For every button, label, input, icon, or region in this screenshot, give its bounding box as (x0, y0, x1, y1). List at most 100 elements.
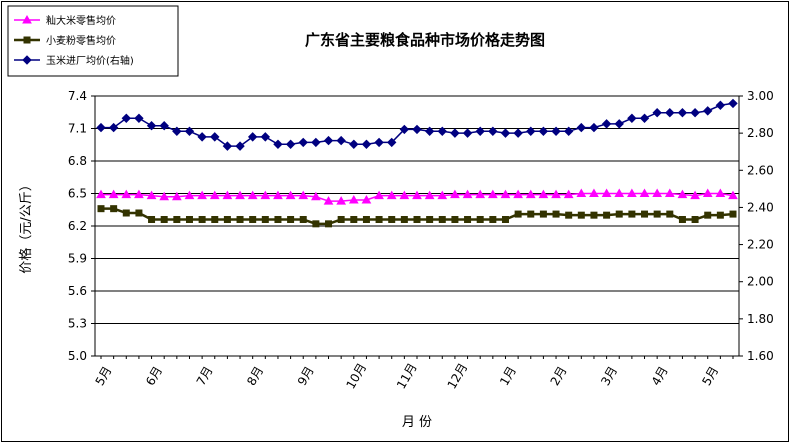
left-tick-label: 6.8 (68, 154, 87, 168)
data-point (386, 190, 397, 200)
x-tick-label: 10月 (343, 361, 369, 392)
data-point (666, 210, 674, 218)
x-axis: 5月 6月 7月 8月 9月 10月 11月 12月 1月 2月 3月 4月 5月 (93, 355, 739, 392)
data-point (437, 190, 448, 200)
data-point (159, 191, 170, 201)
data-point (299, 216, 307, 223)
data-point (576, 122, 587, 133)
data-point (247, 132, 258, 142)
data-point (665, 108, 675, 118)
data-point (614, 188, 625, 197)
data-point (590, 211, 598, 219)
data-point (197, 132, 207, 142)
data-point (475, 189, 486, 199)
data-point (551, 126, 561, 136)
data-point (249, 216, 257, 223)
data-point (412, 124, 422, 135)
left-y-axis: 5.0 5.3 5.6 5.9 6.2 6.5 6.8 7.1 7.4 (68, 89, 96, 363)
chart-title: 广东省主要粮食品种市场价格走势图 (305, 31, 545, 49)
legend-item: 籼大米零售均价 (14, 14, 116, 27)
data-point (513, 189, 523, 199)
data-point (312, 220, 320, 228)
series-group (96, 98, 738, 228)
data-point (451, 216, 459, 223)
legend-item: 玉米进厂均价(右轴) (14, 54, 134, 67)
data-point (134, 189, 144, 199)
data-point (108, 189, 119, 199)
data-point (691, 216, 699, 223)
data-point (159, 121, 169, 131)
data-point (261, 216, 269, 223)
x-tick-label: 9月 (295, 364, 317, 388)
data-point (285, 190, 296, 200)
data-point (728, 98, 738, 109)
x-tick-label: 5月 (699, 364, 721, 388)
data-point (198, 216, 206, 223)
x-tick-label: 6月 (143, 364, 165, 388)
data-point (677, 108, 688, 118)
data-point (260, 190, 271, 200)
x-tick-label: 8月 (244, 364, 266, 388)
series-1 (97, 205, 737, 228)
data-point (715, 100, 726, 110)
data-point (96, 122, 106, 133)
data-point (172, 126, 182, 136)
data-point (121, 113, 131, 123)
data-point (627, 188, 637, 197)
data-point (565, 211, 573, 219)
data-point (235, 141, 245, 151)
data-point (134, 113, 144, 123)
right-tick-label: 2.60 (747, 163, 774, 177)
data-point (438, 216, 446, 223)
data-point (513, 128, 523, 138)
data-point (589, 188, 599, 197)
data-point (387, 137, 397, 148)
data-point (500, 128, 511, 138)
data-point (323, 196, 334, 205)
right-tick-label: 3.00 (747, 89, 774, 103)
data-point (298, 190, 309, 200)
data-point (603, 211, 611, 219)
data-point (488, 126, 498, 136)
legend-marker (23, 36, 31, 44)
x-tick-label: 1月 (497, 364, 519, 388)
data-point (475, 126, 485, 136)
data-point (135, 209, 143, 217)
data-point (525, 189, 536, 199)
data-point (146, 121, 157, 131)
data-point (462, 128, 473, 138)
data-point (361, 139, 372, 149)
data-point (287, 216, 295, 223)
data-point (538, 189, 549, 199)
data-point (639, 113, 650, 123)
data-point (615, 210, 623, 218)
data-point (400, 216, 408, 223)
x-tick-label: 12月 (445, 361, 471, 392)
data-point (146, 190, 157, 200)
data-point (184, 126, 195, 136)
left-tick-label: 6.5 (68, 187, 87, 201)
data-point (285, 139, 296, 149)
data-point (122, 209, 130, 217)
data-point (412, 190, 422, 200)
data-point (464, 216, 472, 223)
data-point (501, 216, 509, 223)
legend-item: 小麦粉零售均价 (14, 34, 116, 47)
legend-label: 小麦粉零售均价 (46, 34, 116, 47)
data-point (539, 210, 547, 218)
data-point (350, 216, 358, 223)
legend-label: 籼大米零售均价 (46, 14, 116, 27)
data-point (311, 137, 321, 148)
data-point (274, 216, 282, 223)
data-point (500, 189, 511, 199)
data-point (424, 190, 435, 200)
data-point (716, 211, 724, 219)
data-point (577, 211, 585, 219)
data-point (298, 137, 308, 148)
data-point (110, 205, 118, 213)
data-point (527, 210, 535, 218)
data-point (121, 189, 132, 199)
right-tick-label: 2.80 (747, 126, 774, 140)
